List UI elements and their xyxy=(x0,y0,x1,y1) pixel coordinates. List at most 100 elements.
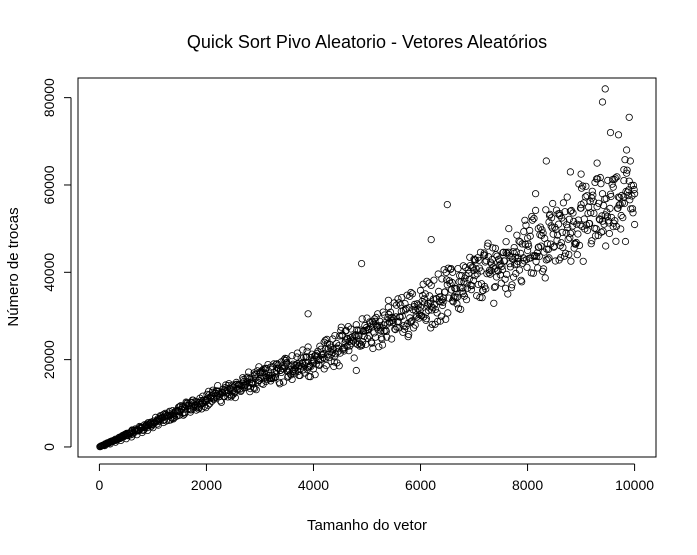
data-point xyxy=(617,225,625,233)
data-point xyxy=(444,309,452,317)
data-point xyxy=(430,276,438,284)
data-point xyxy=(630,190,639,198)
data-point xyxy=(140,426,148,434)
x-tick-label: 2000 xyxy=(191,477,222,493)
data-point xyxy=(606,204,614,212)
data-point xyxy=(315,360,323,369)
data-point xyxy=(589,197,598,205)
data-point xyxy=(521,216,529,224)
data-point xyxy=(368,339,376,347)
data-point xyxy=(442,315,450,323)
data-point xyxy=(489,244,497,252)
data-point xyxy=(312,360,320,368)
data-point xyxy=(279,378,288,386)
data-point xyxy=(405,304,413,312)
data-point xyxy=(423,277,431,285)
data-point xyxy=(586,197,594,206)
y-tick-label: 20000 xyxy=(41,340,57,379)
data-point xyxy=(628,205,637,213)
data-point xyxy=(614,204,622,212)
data-point xyxy=(469,276,478,284)
data-point xyxy=(109,437,117,445)
data-point xyxy=(468,263,476,271)
data-point xyxy=(533,252,541,261)
data-point xyxy=(562,229,570,237)
data-point xyxy=(573,251,581,259)
data-point xyxy=(371,333,380,341)
data-point xyxy=(401,306,410,314)
data-point xyxy=(574,230,582,238)
data-point xyxy=(470,255,478,263)
data-point xyxy=(299,346,307,354)
data-point xyxy=(405,330,413,338)
data-point xyxy=(622,146,631,154)
data-point xyxy=(565,250,573,259)
data-point xyxy=(484,239,492,247)
data-point xyxy=(264,360,272,369)
data-point xyxy=(472,265,480,273)
data-point xyxy=(257,379,266,388)
data-point xyxy=(403,291,411,299)
data-point xyxy=(453,293,461,301)
data-point xyxy=(504,290,512,298)
data-point xyxy=(434,270,442,278)
data-point xyxy=(499,248,508,256)
data-point xyxy=(554,220,563,228)
data-point xyxy=(413,300,421,308)
data-point xyxy=(491,282,499,291)
data-point xyxy=(630,220,639,229)
data-point xyxy=(395,323,403,332)
x-tick-label: 10000 xyxy=(615,477,654,493)
x-axis: 0 2000 4000 6000 8000 10000 xyxy=(96,463,654,493)
data-point xyxy=(179,411,187,419)
data-point xyxy=(545,254,553,262)
data-point xyxy=(629,209,637,217)
data-point xyxy=(597,180,605,188)
data-point xyxy=(518,240,526,248)
data-point xyxy=(538,226,546,234)
data-point xyxy=(200,402,208,411)
data-point xyxy=(559,199,568,207)
data-point xyxy=(583,192,591,200)
data-point xyxy=(551,257,560,265)
data-point xyxy=(382,327,390,335)
data-point xyxy=(443,201,451,209)
data-point xyxy=(300,353,308,361)
data-point xyxy=(394,318,403,326)
data-point xyxy=(617,211,625,220)
data-point xyxy=(288,375,296,383)
data-point xyxy=(621,156,629,164)
data-point xyxy=(577,170,585,178)
data-point xyxy=(539,265,548,273)
data-point xyxy=(499,249,507,257)
data-point xyxy=(350,354,358,362)
data-point xyxy=(542,157,550,165)
data-point xyxy=(252,374,260,382)
data-point xyxy=(329,335,337,343)
data-point xyxy=(510,244,518,252)
data-point xyxy=(167,413,175,421)
data-point xyxy=(438,301,447,310)
data-point xyxy=(413,313,421,321)
data-point xyxy=(609,183,617,191)
data-point xyxy=(535,252,543,261)
data-point xyxy=(627,181,636,190)
data-point xyxy=(575,241,584,249)
data-point xyxy=(375,343,383,351)
data-point xyxy=(547,222,555,230)
data-point xyxy=(566,168,575,176)
data-point xyxy=(630,185,638,194)
data-point xyxy=(581,193,590,201)
data-point xyxy=(569,209,577,217)
data-point xyxy=(398,312,406,320)
data-point xyxy=(561,249,570,257)
data-point xyxy=(384,296,392,304)
data-point xyxy=(560,217,568,225)
data-point xyxy=(342,326,350,334)
data-point xyxy=(482,285,490,293)
data-point xyxy=(332,339,341,347)
data-point xyxy=(363,314,371,322)
data-point xyxy=(466,261,474,270)
data-point xyxy=(394,295,402,303)
data-point xyxy=(458,288,466,296)
